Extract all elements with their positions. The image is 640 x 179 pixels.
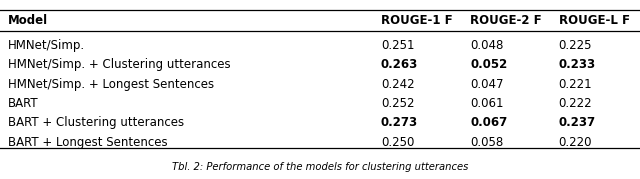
Text: 0.237: 0.237	[559, 117, 596, 129]
Text: 0.220: 0.220	[559, 136, 592, 149]
Text: HMNet/Simp. + Longest Sentences: HMNet/Simp. + Longest Sentences	[8, 78, 214, 91]
Text: 0.242: 0.242	[381, 78, 415, 91]
Text: 0.225: 0.225	[559, 39, 592, 52]
Text: 0.263: 0.263	[381, 59, 418, 71]
Text: 0.222: 0.222	[559, 97, 593, 110]
Text: 0.047: 0.047	[470, 78, 504, 91]
Text: ROUGE-1 F: ROUGE-1 F	[381, 14, 452, 27]
Text: HMNet/Simp.: HMNet/Simp.	[8, 39, 86, 52]
Text: 0.067: 0.067	[470, 117, 508, 129]
Text: 0.251: 0.251	[381, 39, 414, 52]
Text: 0.252: 0.252	[381, 97, 414, 110]
Text: Tbl. 2: Performance of the models for clustering utterances: Tbl. 2: Performance of the models for cl…	[172, 162, 468, 172]
Text: Model: Model	[8, 14, 49, 27]
Text: BART + Clustering utterances: BART + Clustering utterances	[8, 117, 184, 129]
Text: 0.052: 0.052	[470, 59, 508, 71]
Text: 0.250: 0.250	[381, 136, 414, 149]
Text: HMNet/Simp. + Clustering utterances: HMNet/Simp. + Clustering utterances	[8, 59, 231, 71]
Text: BART: BART	[8, 97, 39, 110]
Text: 0.221: 0.221	[559, 78, 593, 91]
Text: 0.058: 0.058	[470, 136, 504, 149]
Text: BART + Longest Sentences: BART + Longest Sentences	[8, 136, 168, 149]
Text: 0.048: 0.048	[470, 39, 504, 52]
Text: ROUGE-2 F: ROUGE-2 F	[470, 14, 542, 27]
Text: 0.273: 0.273	[381, 117, 418, 129]
Text: 0.233: 0.233	[559, 59, 596, 71]
Text: ROUGE-L F: ROUGE-L F	[559, 14, 630, 27]
Text: 0.061: 0.061	[470, 97, 504, 110]
